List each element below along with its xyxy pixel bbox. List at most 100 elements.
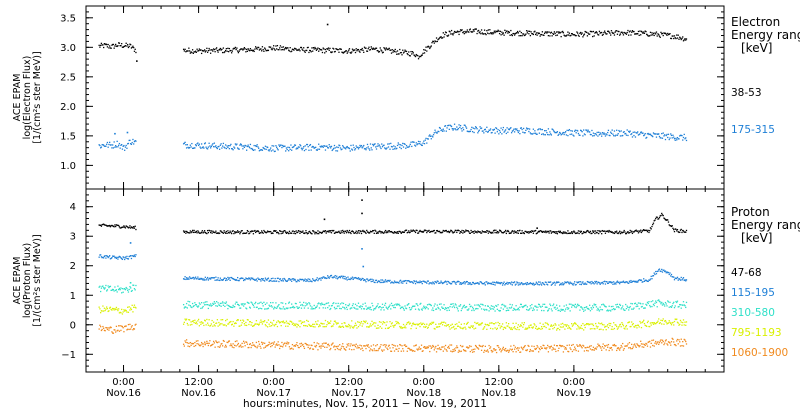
data-point	[408, 279, 410, 282]
data-point	[471, 351, 474, 353]
data-point	[652, 32, 655, 34]
data-point	[401, 345, 403, 347]
data-point	[261, 149, 263, 151]
data-point	[245, 341, 247, 343]
data-point	[628, 309, 630, 311]
data-point	[655, 300, 657, 302]
data-point	[372, 323, 374, 326]
data-point	[366, 147, 368, 149]
data-point	[411, 141, 414, 143]
data-point	[682, 136, 685, 139]
data-point	[398, 282, 400, 284]
data-point	[360, 144, 363, 147]
data-point	[608, 281, 610, 283]
data-point	[634, 131, 636, 133]
data-point	[234, 46, 237, 49]
data-point	[270, 325, 273, 327]
data-point	[615, 283, 617, 285]
data-point	[573, 230, 575, 232]
data-point	[453, 350, 455, 353]
data-point	[537, 303, 540, 305]
data-point	[658, 268, 661, 270]
data-point	[534, 305, 537, 307]
data-point	[417, 323, 420, 326]
data-point	[203, 49, 206, 51]
data-point	[189, 305, 192, 307]
data-point	[228, 232, 231, 234]
data-point	[568, 128, 571, 131]
data-point	[669, 301, 671, 304]
data-point	[341, 148, 343, 150]
data-point	[680, 321, 682, 323]
data-point	[555, 308, 557, 310]
data-point	[413, 230, 415, 232]
data-point	[538, 347, 541, 350]
data-point	[348, 343, 350, 345]
data-point	[351, 278, 353, 280]
data-point	[537, 128, 540, 130]
data-point	[671, 322, 673, 324]
data-point	[357, 321, 359, 323]
data-point	[353, 277, 355, 279]
data-point	[440, 303, 442, 305]
data-point	[246, 278, 249, 280]
data-point	[238, 148, 240, 150]
data-point	[475, 28, 477, 30]
data-point	[424, 229, 426, 231]
data-point	[607, 309, 609, 311]
data-point	[549, 35, 551, 37]
data-point	[546, 230, 548, 232]
data-point	[565, 346, 567, 349]
data-point	[345, 148, 347, 150]
data-point	[565, 131, 567, 133]
data-point	[202, 279, 204, 281]
data-point	[574, 322, 576, 324]
data-point	[561, 309, 563, 311]
data-point	[491, 32, 493, 34]
data-point	[511, 348, 514, 350]
data-point	[373, 322, 375, 324]
data-point	[291, 50, 293, 52]
data-point	[274, 49, 276, 51]
data-point	[426, 346, 429, 348]
data-point	[562, 351, 565, 353]
data-point	[423, 346, 425, 349]
data-point	[188, 232, 190, 234]
data-point	[492, 305, 494, 308]
data-point	[130, 257, 133, 260]
data-point	[490, 132, 492, 134]
data-point	[244, 303, 246, 305]
data-point	[443, 230, 445, 232]
data-point	[99, 308, 101, 310]
data-point	[436, 132, 438, 134]
data-point	[261, 343, 264, 345]
data-point	[534, 305, 536, 307]
data-point	[271, 322, 273, 324]
data-point	[382, 344, 384, 346]
data-point	[578, 345, 580, 347]
data-point	[122, 327, 124, 329]
data-point	[580, 344, 582, 347]
data-point	[495, 281, 498, 283]
data-point	[661, 268, 663, 271]
data-point	[279, 322, 281, 324]
data-point	[555, 350, 557, 353]
data-point	[340, 148, 342, 151]
data-point	[456, 280, 459, 283]
data-point	[360, 49, 363, 51]
data-point	[405, 323, 408, 326]
data-point	[336, 346, 338, 348]
data-point	[338, 144, 340, 146]
data-point	[412, 322, 414, 324]
data-point	[321, 302, 323, 304]
data-point	[621, 321, 623, 324]
data-point	[463, 281, 465, 283]
data-point	[208, 278, 210, 280]
data-point	[612, 32, 614, 35]
data-point	[402, 146, 405, 148]
data-point	[110, 289, 112, 292]
data-point	[343, 306, 345, 309]
data-point	[375, 232, 378, 235]
data-point	[494, 31, 496, 34]
data-point	[128, 328, 130, 331]
